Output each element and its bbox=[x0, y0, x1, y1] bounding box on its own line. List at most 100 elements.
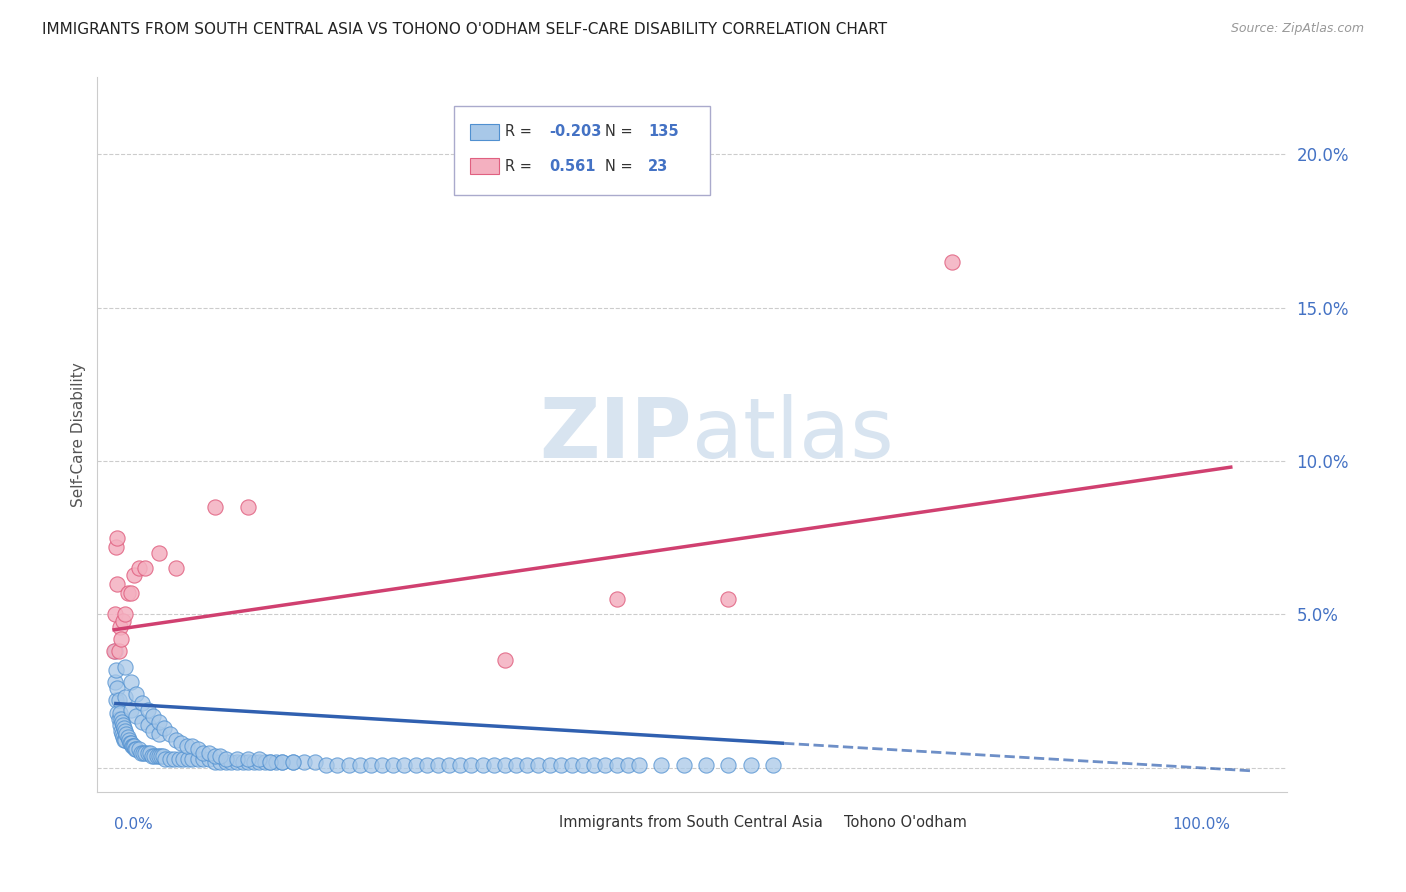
Point bbox=[143, 748, 166, 763]
Text: -0.203: -0.203 bbox=[550, 124, 602, 138]
Point bbox=[163, 752, 186, 766]
Point bbox=[107, 576, 129, 591]
Point bbox=[181, 752, 204, 766]
Text: IMMIGRANTS FROM SOUTH CENTRAL ASIA VS TOHONO O'ODHAM SELF-CARE DISABILITY CORREL: IMMIGRANTS FROM SOUTH CENTRAL ASIA VS TO… bbox=[42, 22, 887, 37]
Point bbox=[595, 757, 617, 772]
Point bbox=[209, 748, 232, 763]
Point bbox=[104, 644, 127, 658]
Point bbox=[105, 663, 128, 677]
Point bbox=[131, 697, 153, 711]
Point bbox=[115, 727, 138, 741]
Point bbox=[583, 757, 606, 772]
Text: 0.0%: 0.0% bbox=[114, 817, 153, 832]
Point bbox=[941, 254, 963, 268]
Text: N =: N = bbox=[605, 124, 637, 138]
Point bbox=[226, 752, 249, 766]
Point bbox=[616, 757, 638, 772]
Point bbox=[221, 755, 243, 769]
Point bbox=[292, 755, 315, 769]
Point bbox=[460, 757, 482, 772]
Point bbox=[176, 739, 198, 754]
Point bbox=[561, 757, 583, 772]
Point bbox=[717, 757, 740, 772]
Point bbox=[209, 755, 232, 769]
Point bbox=[148, 727, 170, 741]
Point bbox=[111, 714, 134, 729]
Point bbox=[148, 546, 170, 560]
Point bbox=[114, 690, 136, 705]
Point bbox=[153, 721, 176, 735]
Point bbox=[172, 752, 194, 766]
Bar bbox=[526, 815, 551, 830]
Point bbox=[204, 748, 226, 763]
Point bbox=[108, 706, 131, 720]
Point bbox=[125, 708, 148, 723]
Point bbox=[695, 757, 717, 772]
Point bbox=[145, 748, 167, 763]
Point bbox=[627, 757, 650, 772]
Point bbox=[136, 702, 159, 716]
Point bbox=[114, 733, 136, 747]
Text: ZIP: ZIP bbox=[540, 394, 692, 475]
Point bbox=[139, 746, 162, 760]
Point bbox=[204, 755, 226, 769]
Point bbox=[111, 727, 134, 741]
Point bbox=[114, 607, 136, 622]
Point bbox=[112, 614, 135, 628]
Point bbox=[142, 724, 165, 739]
Point bbox=[572, 757, 595, 772]
Point bbox=[717, 592, 740, 607]
Point bbox=[117, 733, 139, 747]
Point bbox=[672, 757, 695, 772]
Point bbox=[148, 748, 170, 763]
Point bbox=[405, 757, 427, 772]
Point bbox=[125, 742, 148, 756]
Point bbox=[247, 752, 270, 766]
Text: atlas: atlas bbox=[692, 394, 894, 475]
Point bbox=[193, 746, 215, 760]
Point bbox=[110, 712, 132, 726]
Point bbox=[132, 746, 155, 760]
Point bbox=[107, 693, 129, 707]
Point bbox=[107, 706, 129, 720]
Point bbox=[482, 757, 505, 772]
Point bbox=[120, 736, 142, 750]
Text: 23: 23 bbox=[648, 159, 668, 174]
Point bbox=[371, 757, 394, 772]
Point bbox=[170, 736, 193, 750]
Point bbox=[125, 687, 148, 701]
Point bbox=[122, 567, 145, 582]
Point bbox=[259, 755, 281, 769]
Point bbox=[136, 746, 159, 760]
Point bbox=[449, 757, 471, 772]
Point bbox=[538, 757, 561, 772]
Point bbox=[107, 644, 129, 658]
Text: R =: R = bbox=[505, 159, 541, 174]
Point bbox=[108, 620, 131, 634]
Point bbox=[122, 739, 145, 754]
Point bbox=[606, 757, 628, 772]
Point bbox=[198, 746, 221, 760]
Text: Source: ZipAtlas.com: Source: ZipAtlas.com bbox=[1230, 22, 1364, 36]
Point bbox=[426, 757, 449, 772]
Point bbox=[437, 757, 460, 772]
Point bbox=[231, 755, 253, 769]
Text: Tohono O'odham: Tohono O'odham bbox=[844, 815, 967, 830]
Point bbox=[360, 757, 382, 772]
Text: N =: N = bbox=[605, 159, 637, 174]
Point bbox=[181, 739, 204, 754]
Point bbox=[650, 757, 672, 772]
Bar bbox=[470, 158, 499, 174]
Point bbox=[215, 752, 238, 766]
Point bbox=[516, 757, 538, 772]
Point bbox=[114, 724, 136, 739]
Point bbox=[326, 757, 349, 772]
Point bbox=[337, 757, 360, 772]
Point bbox=[177, 752, 200, 766]
Point bbox=[253, 755, 276, 769]
Point bbox=[187, 742, 209, 756]
Point bbox=[110, 632, 132, 646]
Y-axis label: Self-Care Disability: Self-Care Disability bbox=[72, 362, 86, 508]
Text: 0.561: 0.561 bbox=[550, 159, 596, 174]
Point bbox=[193, 752, 215, 766]
